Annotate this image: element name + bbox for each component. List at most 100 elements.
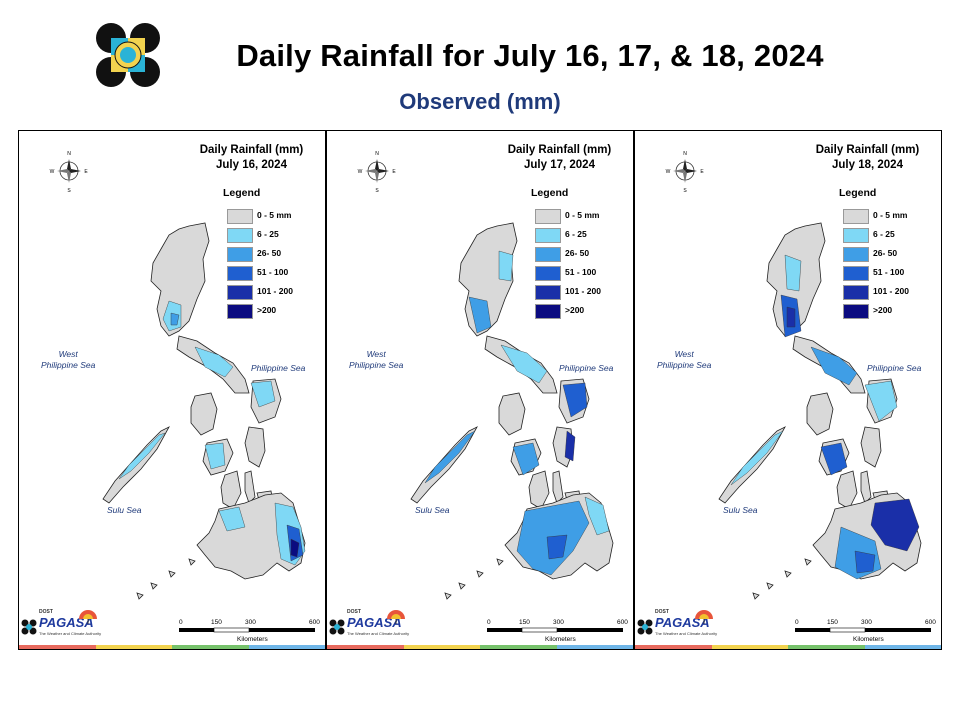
pagasa-tagline: The Weather and Climate Authority	[39, 631, 102, 636]
legend-label: 101 - 200	[565, 286, 601, 296]
pagasa-emblem-icon	[329, 619, 345, 635]
umbrella-sun-icon	[695, 610, 713, 624]
color-stripe	[327, 645, 633, 649]
legend-label: 6 - 25	[873, 229, 895, 239]
pagasa-logo: DOST PAGASA The Weather and Climate Author…	[21, 607, 101, 641]
dost-label: DOST	[347, 609, 361, 615]
scale-unit-label: Kilometers	[853, 636, 884, 643]
land-region	[752, 558, 812, 600]
stripe-segment	[635, 645, 712, 649]
rainfall-area	[118, 432, 166, 480]
color-stripe	[19, 645, 325, 649]
rainfall-area	[290, 538, 300, 558]
legend-swatch	[843, 209, 869, 224]
land-region	[444, 558, 504, 600]
pagasa-emblem-icon	[637, 619, 653, 635]
legend-title: Legend	[839, 187, 877, 199]
rainfall-area	[730, 430, 784, 486]
legend-label: 51 - 100	[565, 267, 597, 277]
legend-label: >200	[257, 305, 277, 315]
scale-unit-label: Kilometers	[545, 636, 576, 643]
sea-label-west-philippine-sea: West Philippine Sea	[41, 349, 96, 370]
scale-tick-label: 0	[795, 619, 799, 626]
legend-swatch	[535, 285, 561, 300]
land-region	[806, 392, 834, 436]
stripe-segment	[788, 645, 865, 649]
legend-swatch	[535, 266, 561, 281]
scale-tick-label: 300	[861, 619, 872, 626]
stripe-segment	[711, 645, 788, 649]
compass-rose-icon: N S E W	[358, 151, 397, 193]
legend-swatch	[227, 209, 253, 224]
panel-title-line: Daily Rainfall (mm)	[815, 144, 920, 156]
scale-bar: 0 150 300 600 Kilometers	[487, 619, 628, 643]
legend-swatch	[227, 285, 253, 300]
legend-label: >200	[565, 305, 585, 315]
compass-label-n: N	[67, 151, 71, 157]
land-region	[220, 470, 242, 510]
umbrella-sun-icon	[79, 610, 97, 624]
legend-swatch	[535, 304, 561, 319]
legend-swatch	[227, 228, 253, 243]
rainfall-area	[512, 442, 540, 476]
sea-label-west-philippine-sea: West Philippine Sea	[657, 349, 712, 370]
rainfall-area	[218, 506, 246, 532]
land-region	[190, 392, 218, 436]
compass-label-w: W	[666, 169, 671, 175]
land-region	[836, 470, 858, 510]
legend-swatch	[535, 247, 561, 262]
panel-title: Daily Rainfall (mm) July 18, 2024	[795, 143, 940, 173]
rainfall-area	[468, 296, 492, 334]
philippines-map	[718, 222, 922, 600]
legend-label: 51 - 100	[257, 267, 289, 277]
umbrella-sun-icon	[387, 610, 405, 624]
legend-label: 101 - 200	[257, 286, 293, 296]
pagasa-logo: DOST PAGASA The Weather and Climate Author…	[329, 607, 409, 641]
scale-tick-label: 600	[925, 619, 936, 626]
legend-label: 26- 50	[873, 248, 898, 258]
stripe-segment	[95, 645, 172, 649]
stripe-segment	[19, 645, 96, 649]
land-region	[136, 558, 196, 600]
scale-unit-label: Kilometers	[237, 636, 268, 643]
compass-label-w: W	[50, 169, 55, 175]
legend-swatch	[535, 228, 561, 243]
legend-swatch	[843, 247, 869, 262]
compass-rose-icon: N S E W	[666, 151, 705, 193]
panel-date: July 17, 2024	[524, 159, 595, 171]
compass-rose-icon: N S E W	[50, 151, 89, 193]
legend-title: Legend	[531, 187, 569, 199]
legend-swatch	[843, 285, 869, 300]
rainfall-area	[500, 344, 548, 384]
legend-label: 51 - 100	[873, 267, 905, 277]
rainfall-area	[564, 430, 576, 462]
legend-label: 26- 50	[565, 248, 590, 258]
rainfall-area	[854, 550, 876, 574]
land-region	[498, 392, 526, 436]
scale-tick-label: 0	[487, 619, 491, 626]
legend-swatch	[227, 247, 253, 262]
rainfall-area	[784, 254, 802, 292]
rainfall-map-panel: N S E W Daily Rainfall (mm) July 18, 2024 Lege…	[634, 130, 942, 650]
philippines-map	[102, 222, 306, 600]
stripe-segment	[248, 645, 325, 649]
panel-title: Daily Rainfall (mm) July 16, 2024	[179, 143, 324, 173]
scale-bar: 0 150 300 600 Kilometers	[179, 619, 320, 643]
scale-tick-label: 150	[827, 619, 838, 626]
compass-label-n: N	[375, 151, 379, 157]
pagasa-tagline: The Weather and Climate Authority	[347, 631, 410, 636]
legend-swatch	[227, 266, 253, 281]
rainfall-area	[786, 306, 796, 328]
rainfall-area	[584, 496, 610, 536]
legend-swatch	[843, 228, 869, 243]
sea-label-sulu-sea: Sulu Sea	[723, 505, 758, 515]
rainfall-area	[170, 312, 180, 326]
land-region	[244, 426, 266, 468]
rainfall-area	[250, 380, 276, 408]
rainfall-area	[820, 442, 848, 476]
scale-bar: 0 150 300 600 Kilometers	[795, 619, 936, 643]
rainfall-map-panel: N S E W Daily Rainfall (mm) July 16, 2024 Lege…	[18, 130, 326, 650]
scale-bar-graphic	[487, 627, 623, 633]
rainfall-area	[204, 442, 226, 470]
legend-label: 26- 50	[257, 248, 282, 258]
